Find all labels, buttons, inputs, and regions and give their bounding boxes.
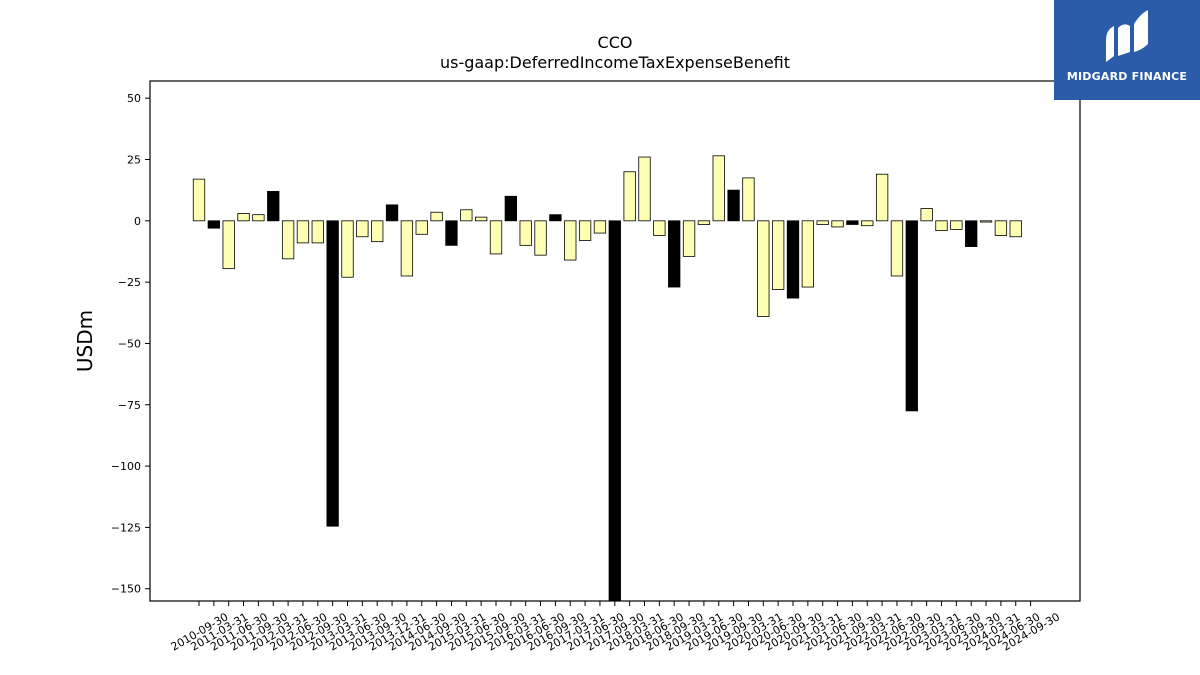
bar (1009, 220, 1022, 238)
logo-text: MIDGARD FINANCE (1066, 70, 1188, 83)
bar (385, 204, 399, 222)
bar (474, 216, 488, 222)
bar (504, 195, 518, 222)
bar (311, 220, 324, 244)
bar (460, 209, 473, 222)
bar (742, 177, 755, 222)
logo-mark-icon (1106, 10, 1148, 62)
bar (682, 220, 696, 257)
bar (267, 190, 280, 222)
bar (727, 189, 740, 222)
bar (816, 220, 829, 225)
bar (772, 220, 785, 290)
bar (668, 220, 681, 288)
bar (935, 220, 948, 232)
bar (831, 220, 844, 228)
bar (593, 220, 607, 234)
bar (979, 220, 993, 223)
bar (564, 220, 577, 261)
bar (875, 173, 889, 222)
bar (786, 220, 800, 299)
bar (534, 220, 547, 256)
bar (549, 214, 562, 222)
bars-group (192, 155, 1022, 602)
y-tick-label: −50 (118, 337, 141, 350)
y-tick-label: −125 (111, 521, 141, 534)
bar (192, 178, 206, 222)
bar (341, 220, 354, 278)
y-axis-label: USDm (73, 310, 97, 372)
bar (965, 220, 978, 247)
y-tick-label: 25 (127, 153, 141, 166)
bar (757, 220, 770, 317)
chart-subtitle: us-gaap:DeferredIncomeTaxExpenseBenefit (440, 53, 790, 72)
y-tick-label: 50 (127, 92, 141, 105)
bar (994, 220, 1008, 236)
y-tick-label: −25 (118, 276, 141, 289)
bar (950, 220, 963, 230)
bar (578, 220, 592, 241)
bar (237, 213, 250, 222)
bar (623, 171, 636, 222)
bar (222, 220, 235, 270)
y-tick-label: 0 (134, 215, 141, 228)
chart-title: CCO (598, 33, 633, 52)
x-axis-ticks: 2010-09-302011-03-312011-06-302011-09-30… (169, 601, 1062, 654)
y-tick-label: −75 (118, 399, 141, 412)
bar (430, 211, 443, 222)
brand-logo: MIDGARD FINANCE (1054, 0, 1200, 100)
bar (608, 220, 621, 602)
bar (861, 220, 874, 227)
bar (281, 220, 295, 260)
bar (400, 220, 414, 277)
bar (415, 220, 428, 235)
bar (801, 220, 814, 288)
bar (252, 214, 265, 222)
bar (489, 220, 503, 255)
bar (371, 220, 384, 243)
y-tick-label: −150 (111, 583, 141, 596)
bar (905, 220, 918, 412)
bar (326, 220, 339, 527)
y-tick-label: −100 (111, 460, 141, 473)
bar (712, 155, 725, 222)
bar (296, 220, 310, 244)
bar (445, 220, 458, 246)
bar (638, 156, 651, 222)
bar (890, 220, 904, 277)
bar (519, 220, 532, 246)
bar (356, 220, 369, 238)
bar (653, 220, 666, 236)
bar (846, 220, 859, 225)
plot-frame (149, 80, 1081, 602)
bar (207, 220, 221, 229)
bar (920, 208, 933, 222)
bar (697, 220, 711, 225)
y-axis-ticks: 50 25 0 −25 −50 −75 −100 −125 −150 (111, 92, 150, 596)
